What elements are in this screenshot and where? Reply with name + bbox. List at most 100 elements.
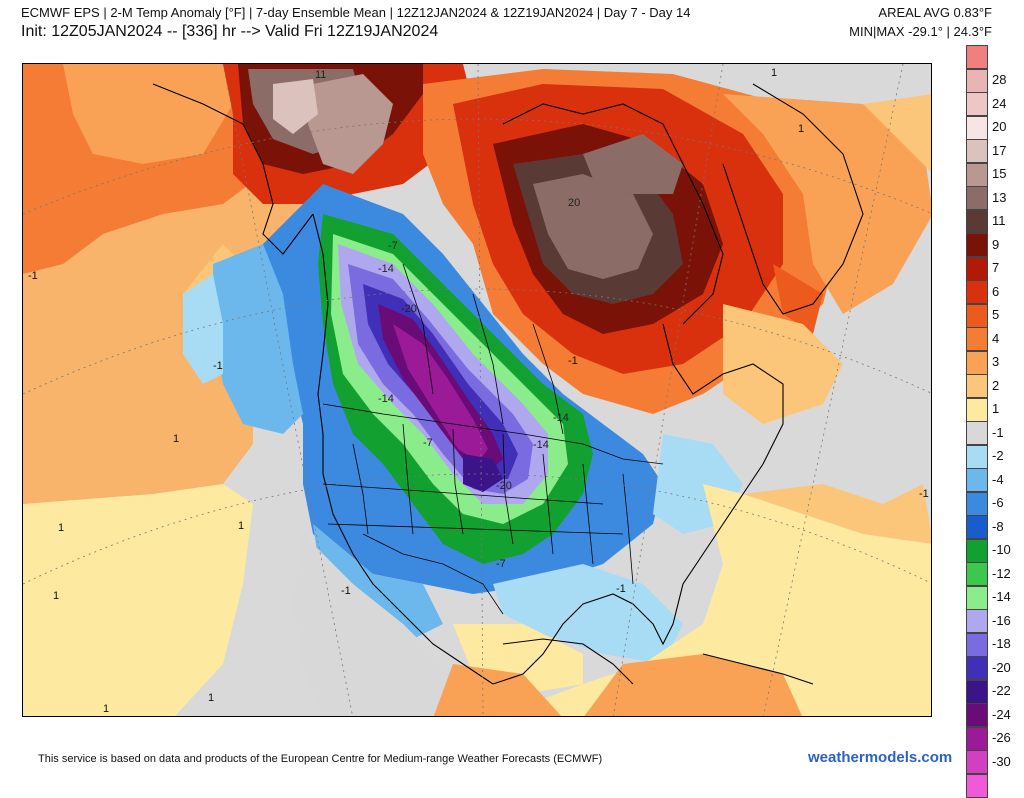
contour-label: 1 xyxy=(798,123,804,135)
colorbar-swatch xyxy=(966,773,988,798)
colorbar-tick-label: 15 xyxy=(992,166,1007,182)
contour-label: 1 xyxy=(771,67,777,79)
init-valid-line: Init: 12Z05JAN2024 -- [336] hr --> Valid… xyxy=(21,23,439,40)
colorbar-swatch xyxy=(966,233,988,257)
colorbar-tick-label: -16 xyxy=(992,612,1011,628)
colorbar-tick-label: -2 xyxy=(992,448,1004,464)
colorbar-tick-label: 5 xyxy=(992,307,1000,323)
colorbar-swatch xyxy=(966,609,988,633)
colorbar-tick-label: 1 xyxy=(992,401,1000,417)
colorbar-swatch xyxy=(966,538,988,563)
colorbar-tick-label: -8 xyxy=(992,518,1004,534)
colorbar-swatch xyxy=(966,397,988,422)
contour-label: -7 xyxy=(496,558,506,570)
colorbar-swatch xyxy=(966,303,988,328)
min-max-values: MIN|MAX -29.1° | 24.3°F xyxy=(849,24,992,39)
cool-field-south xyxy=(293,534,683,716)
colorbar-tick-label: 2 xyxy=(992,377,1000,393)
colorbar-swatch xyxy=(966,327,988,351)
colorbar-tick-label: 13 xyxy=(992,189,1007,205)
colorbar-tick-label: -1 xyxy=(992,424,1004,440)
contour-labels: 1 1 1 1 1 1 1 1 -1 -1 -1 -1 -1 -1 -14 -1… xyxy=(28,67,929,715)
coastlines xyxy=(152,83,864,685)
colorbar-swatch xyxy=(966,92,988,116)
colorbar-swatch xyxy=(966,186,988,210)
colorbar-tick-label: 6 xyxy=(992,283,1000,299)
colorbar-swatch xyxy=(966,726,988,751)
colorbar-tick-label: -22 xyxy=(992,683,1011,699)
cold-field-central xyxy=(318,214,593,564)
colorbar-tick-label: 9 xyxy=(992,236,1000,252)
warm-field-alaska xyxy=(223,64,473,204)
contour-label: 1 xyxy=(58,522,64,534)
contour-label: -1 xyxy=(568,355,578,367)
ecmwf-credit: This service is based on data and produc… xyxy=(38,753,603,765)
colorbar-swatch xyxy=(966,562,988,586)
colorbar-swatch xyxy=(966,256,988,281)
contour-label: -14 xyxy=(378,393,394,405)
colorbar-tick-label: 3 xyxy=(992,354,1000,370)
colorbar-tick-label: 20 xyxy=(992,119,1007,135)
colorbar-tick-label: -20 xyxy=(992,659,1011,675)
contour-label: 1 xyxy=(208,692,214,704)
temperature-colorbar xyxy=(966,45,988,798)
contour-label: -20 xyxy=(401,303,417,315)
contour-label: 1 xyxy=(53,590,59,602)
colorbar-swatch xyxy=(966,703,988,727)
contour-label: -7 xyxy=(423,437,433,449)
colorbar-tick-label: -14 xyxy=(992,589,1011,605)
colorbar-tick-label: -6 xyxy=(992,495,1004,511)
colorbar-swatch xyxy=(966,350,988,375)
brand-link[interactable]: weathermodels.com xyxy=(808,749,953,766)
contour-label: 1 xyxy=(238,520,244,532)
anomaly-map-canvas: 1 1 1 1 1 1 1 1 -1 -1 -1 -1 -1 -1 -14 -1… xyxy=(23,64,931,716)
colorbar-swatch xyxy=(966,515,988,539)
colorbar-tick-label: 17 xyxy=(992,142,1007,158)
colorbar-swatch xyxy=(966,585,988,610)
colorbar-tick-label: 24 xyxy=(992,95,1007,111)
colorbar-swatch xyxy=(966,491,988,516)
colorbar-tick-label: 4 xyxy=(992,330,1000,346)
colorbar-tick-label: 7 xyxy=(992,260,1000,276)
colorbar-tick-label: 28 xyxy=(992,72,1007,88)
contour-label: -1 xyxy=(616,583,626,595)
contour-label: -14 xyxy=(533,439,549,451)
colorbar-swatch xyxy=(966,209,988,234)
colorbar-swatch xyxy=(966,468,988,492)
anomaly-map: 1 1 1 1 1 1 1 1 -1 -1 -1 -1 -1 -1 -14 -1… xyxy=(22,63,932,717)
graticule xyxy=(23,64,931,716)
map-title: ECMWF EPS | 2-M Temp Anomaly [°F] | 7-da… xyxy=(21,5,691,20)
contour-label: -1 xyxy=(919,488,929,500)
colorbar-swatch xyxy=(966,750,988,774)
contour-label: -14 xyxy=(378,263,394,275)
colorbar-swatch xyxy=(966,374,988,398)
contour-label: 1 xyxy=(103,703,109,715)
contour-label: 20 xyxy=(568,197,580,209)
colorbar-swatch xyxy=(966,421,988,445)
colorbar-swatch xyxy=(966,656,988,680)
colorbar-swatch xyxy=(966,679,988,704)
colorbar-swatch xyxy=(966,162,988,187)
colorbar-tick-label: -10 xyxy=(992,542,1011,558)
contour-label: 1 xyxy=(173,433,179,445)
colorbar-swatch xyxy=(966,45,988,69)
contour-label: -1 xyxy=(341,585,351,597)
colorbar-tick-label: -26 xyxy=(992,730,1011,746)
colorbar-tick-label: -30 xyxy=(992,753,1011,769)
colorbar-tick-label: -4 xyxy=(992,471,1004,487)
contour-label: -20 xyxy=(496,480,512,492)
colorbar-tick-label: -18 xyxy=(992,636,1011,652)
colorbar-swatch xyxy=(966,280,988,304)
contour-label: -7 xyxy=(388,240,398,252)
contour-label: -14 xyxy=(553,412,569,424)
colorbar-swatch xyxy=(966,444,988,469)
colorbar-tick-label: -12 xyxy=(992,565,1011,581)
contour-label: -1 xyxy=(213,360,223,372)
contour-label: -1 xyxy=(28,270,38,282)
contour-label: 11 xyxy=(315,69,326,81)
colorbar-swatch xyxy=(966,139,988,163)
colorbar-swatch xyxy=(966,632,988,657)
warm-field-atlantic-caribbean xyxy=(23,304,931,716)
colorbar-swatch xyxy=(966,115,988,140)
warm-field-canada-greenland xyxy=(423,69,931,414)
